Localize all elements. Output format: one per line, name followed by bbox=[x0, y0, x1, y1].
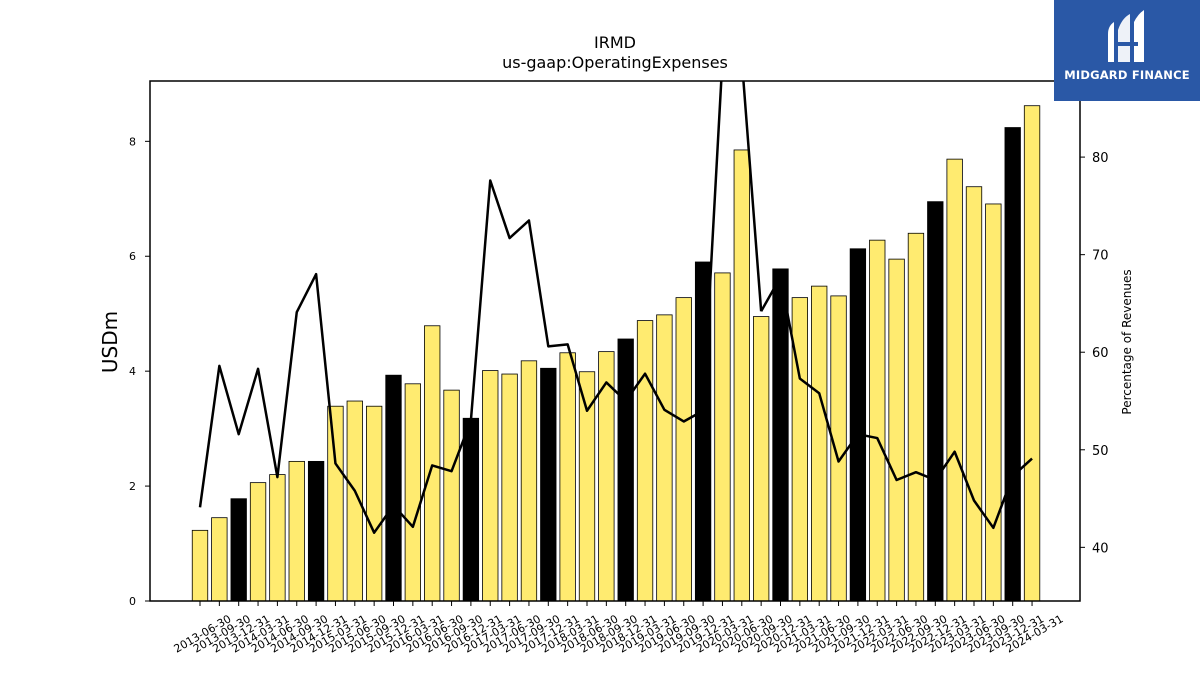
bar bbox=[830, 295, 847, 602]
bar bbox=[443, 389, 460, 602]
bar bbox=[365, 405, 383, 602]
bar bbox=[927, 201, 944, 602]
bar bbox=[985, 203, 1002, 602]
y-tick-label: 4 bbox=[129, 365, 136, 378]
chart-title: IRMD bbox=[594, 33, 636, 52]
bar bbox=[811, 285, 828, 602]
x-axis: 2013-06-302013-09-302013-12-312014-03-31… bbox=[172, 601, 1066, 656]
bar bbox=[849, 248, 867, 602]
bar bbox=[965, 186, 983, 602]
brand-name: MIDGARD FINANCE bbox=[1064, 68, 1190, 82]
bar bbox=[191, 529, 209, 602]
right-y-axis: 40 50 60 70 80 bbox=[1080, 151, 1109, 556]
bar bbox=[307, 460, 325, 602]
y2-tick-label: 40 bbox=[1092, 541, 1109, 556]
bar bbox=[501, 373, 518, 602]
bar bbox=[675, 297, 692, 602]
bar bbox=[946, 158, 963, 602]
bar bbox=[791, 297, 808, 602]
bar bbox=[424, 325, 441, 602]
bar bbox=[559, 352, 576, 602]
line-offscale-part bbox=[701, 81, 763, 411]
left-y-axis: 0 2 4 6 8 bbox=[129, 135, 150, 608]
offscale-line-segment bbox=[701, 81, 763, 411]
y-tick-label: 8 bbox=[129, 135, 136, 148]
bar bbox=[907, 232, 925, 602]
bar bbox=[656, 314, 673, 602]
y-tick-label: 2 bbox=[129, 480, 136, 493]
y2-tick-label: 60 bbox=[1092, 346, 1109, 361]
bar bbox=[1004, 127, 1021, 602]
chart-subtitle: us-gaap:OperatingExpenses bbox=[502, 53, 728, 72]
bar bbox=[230, 498, 247, 602]
percentage-of-revenues-line-part bbox=[760, 275, 1033, 530]
y2-tick-label: 70 bbox=[1092, 249, 1109, 264]
percentage-of-revenues-line bbox=[198, 179, 704, 534]
bar bbox=[327, 405, 344, 602]
bar bbox=[540, 367, 557, 602]
bar bbox=[249, 482, 267, 602]
bar bbox=[753, 316, 770, 602]
y2-tick-label: 80 bbox=[1092, 151, 1109, 166]
bar bbox=[714, 272, 731, 602]
bar bbox=[462, 417, 480, 602]
bar bbox=[385, 374, 402, 602]
bar bbox=[520, 360, 538, 602]
bar bbox=[617, 338, 634, 602]
bar bbox=[1023, 105, 1041, 602]
bar-series bbox=[191, 105, 1041, 602]
bar bbox=[269, 474, 286, 602]
bar bbox=[288, 460, 305, 602]
bar bbox=[869, 239, 886, 602]
plot-frame bbox=[149, 80, 1081, 602]
y2-tick-label: 50 bbox=[1092, 444, 1109, 459]
bar bbox=[404, 383, 422, 602]
y-tick-label: 6 bbox=[129, 250, 136, 263]
bar bbox=[578, 371, 596, 602]
y-tick-label: 0 bbox=[129, 595, 136, 608]
y2-axis-label: Percentage of Revenues bbox=[1120, 269, 1134, 414]
bar bbox=[636, 320, 654, 602]
bar bbox=[211, 517, 228, 602]
bar bbox=[733, 149, 750, 602]
bar bbox=[888, 258, 905, 602]
bar bbox=[772, 268, 789, 602]
y-axis-label: USDm bbox=[98, 311, 122, 373]
brand-mark-icon bbox=[1108, 10, 1144, 62]
brand-logo: MIDGARD FINANCE bbox=[1054, 0, 1200, 101]
bar bbox=[482, 370, 499, 602]
